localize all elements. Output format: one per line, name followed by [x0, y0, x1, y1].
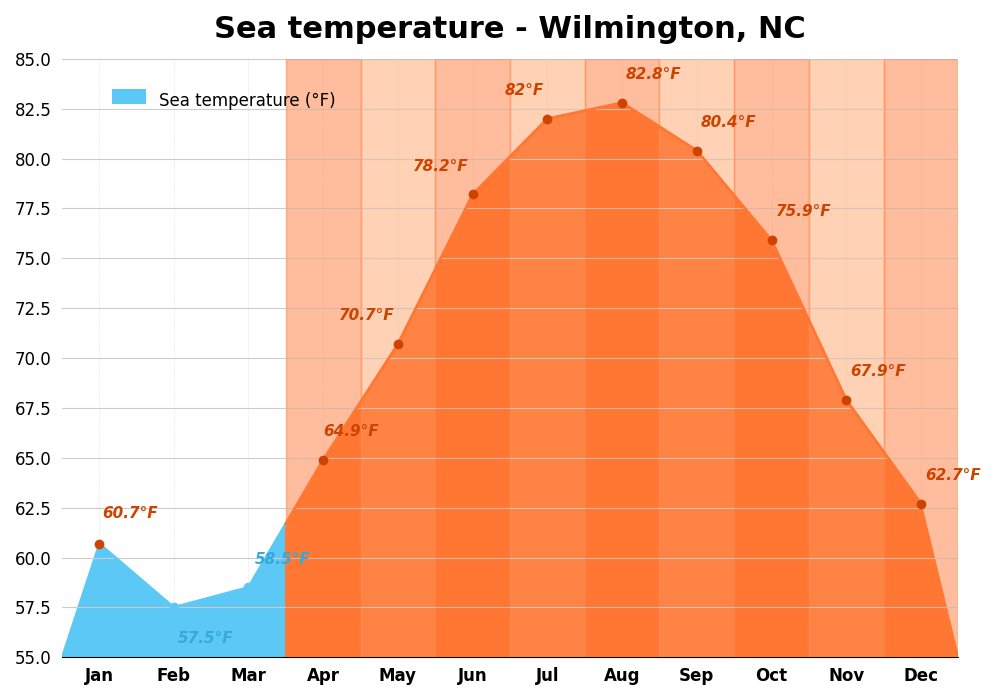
Bar: [361, 59, 435, 657]
Bar: [734, 59, 809, 657]
Text: 80.4°F: 80.4°F: [701, 115, 756, 130]
Text: 62.7°F: 62.7°F: [925, 468, 980, 483]
Text: 67.9°F: 67.9°F: [850, 364, 906, 379]
Text: 70.7°F: 70.7°F: [339, 308, 394, 323]
Bar: [435, 59, 510, 657]
Legend: Sea temperature (°F): Sea temperature (°F): [106, 85, 342, 116]
Bar: [510, 59, 585, 657]
Title: Sea temperature - Wilmington, NC: Sea temperature - Wilmington, NC: [214, 15, 806, 44]
Bar: [884, 59, 958, 657]
Text: 57.5°F: 57.5°F: [177, 631, 233, 646]
Polygon shape: [286, 103, 958, 657]
Bar: [585, 59, 659, 657]
Bar: [585, 59, 659, 657]
Bar: [286, 59, 361, 657]
Bar: [361, 59, 435, 657]
Bar: [510, 59, 585, 657]
Bar: [435, 59, 510, 657]
Text: 82.8°F: 82.8°F: [626, 66, 681, 82]
Text: 64.9°F: 64.9°F: [323, 424, 379, 439]
Text: 82°F: 82°F: [504, 83, 544, 98]
Bar: [286, 59, 361, 657]
Bar: [809, 59, 884, 657]
Text: 58.5°F: 58.5°F: [254, 552, 310, 566]
Text: 60.7°F: 60.7°F: [103, 505, 158, 521]
Bar: [734, 59, 809, 657]
Polygon shape: [62, 524, 286, 657]
Text: 75.9°F: 75.9°F: [775, 204, 831, 219]
Bar: [659, 59, 734, 657]
Bar: [659, 59, 734, 657]
Text: 78.2°F: 78.2°F: [413, 158, 469, 174]
Bar: [884, 59, 958, 657]
Bar: [809, 59, 884, 657]
